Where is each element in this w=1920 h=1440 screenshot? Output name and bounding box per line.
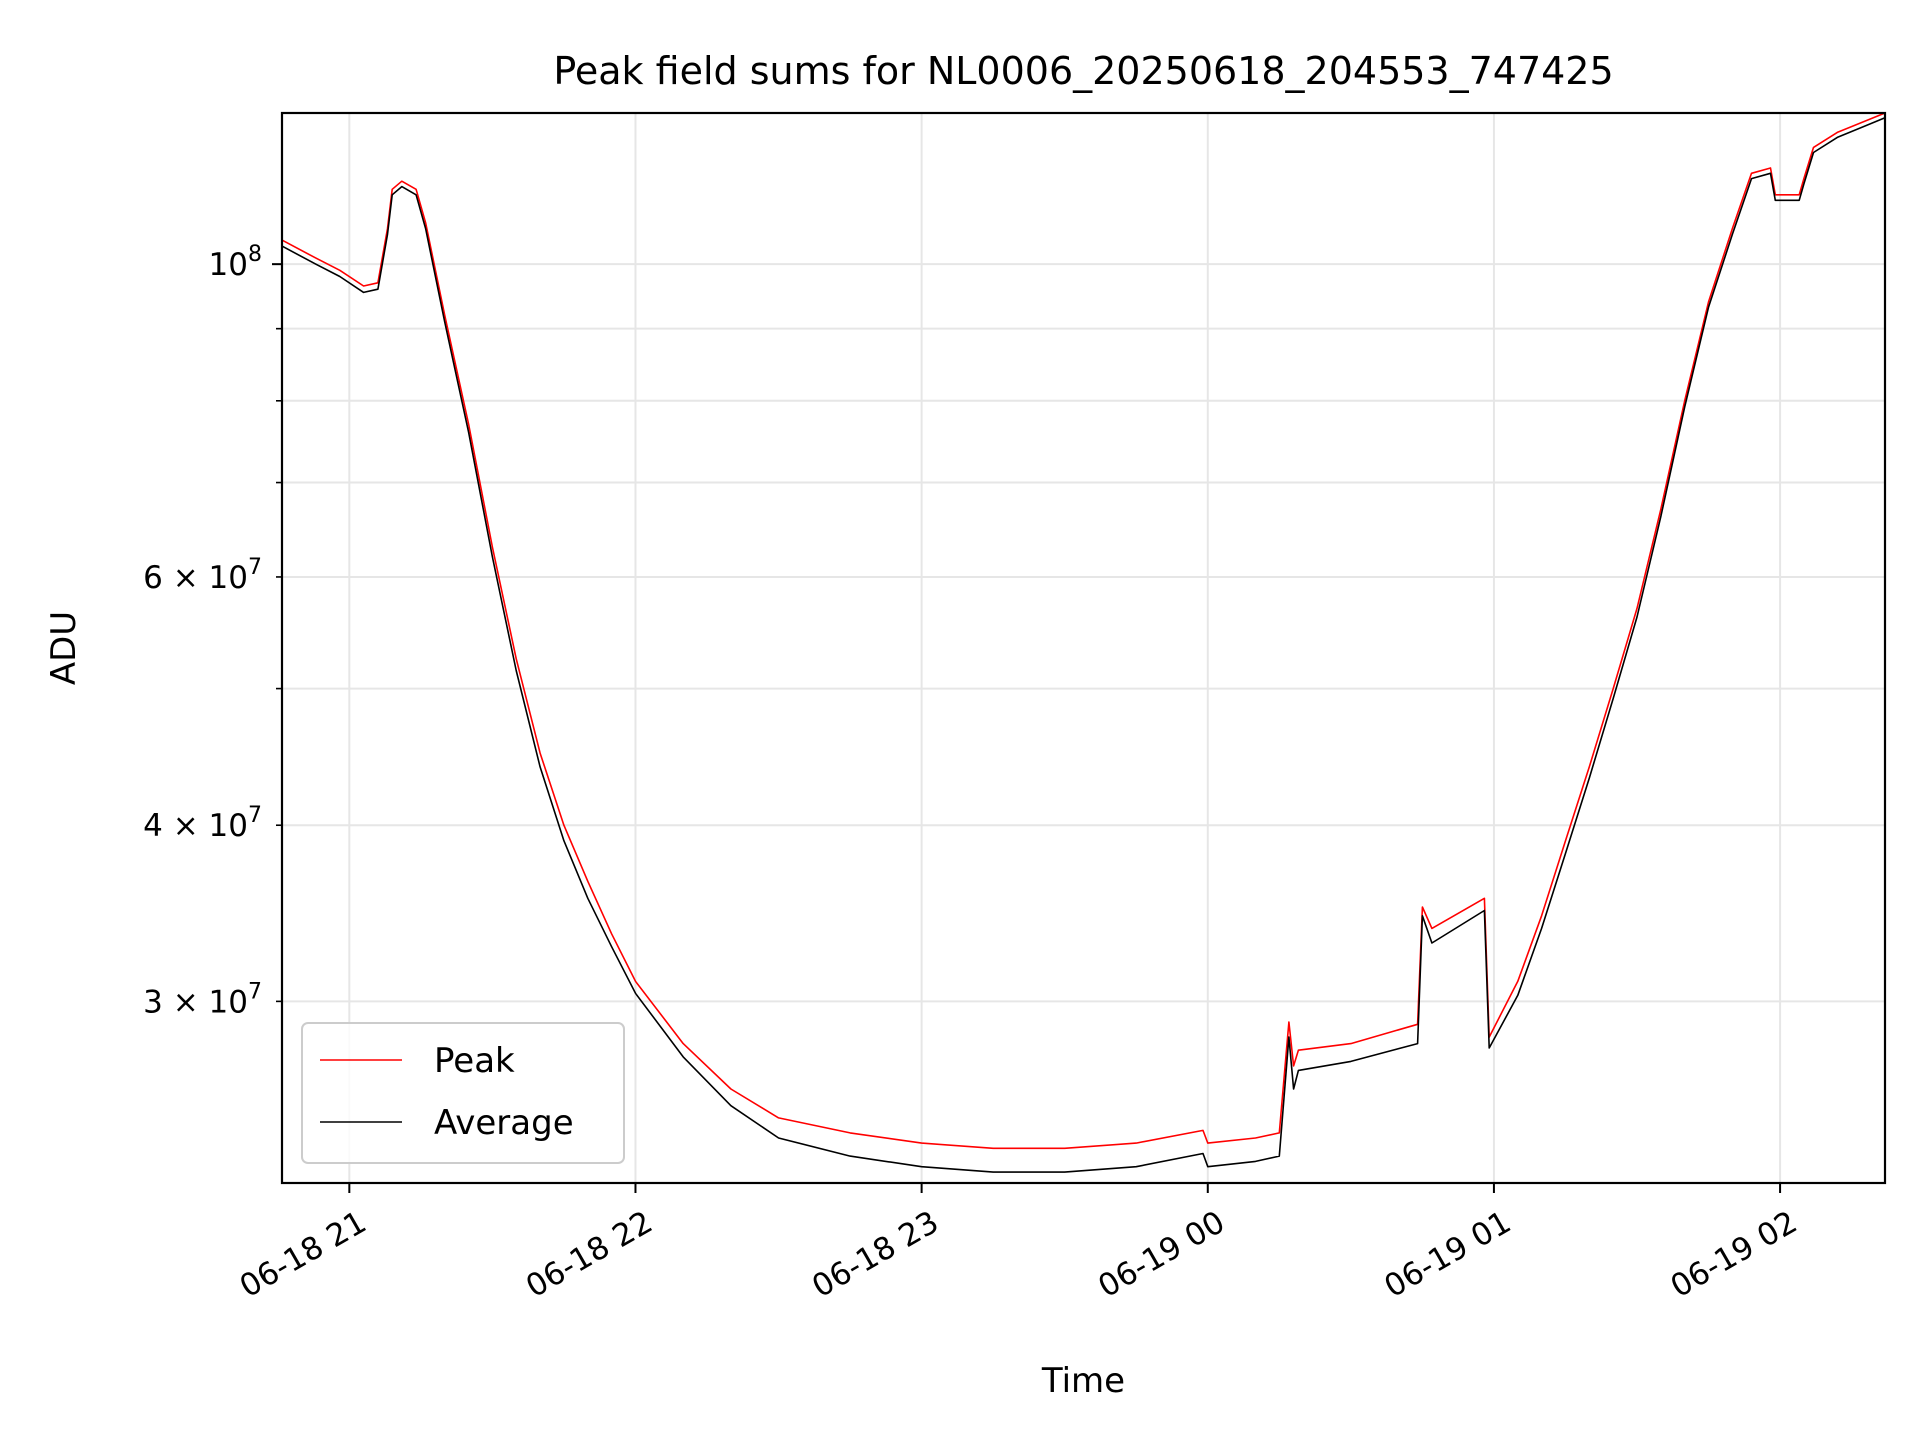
x-axis-label: Time	[1041, 1361, 1125, 1401]
chart-title: Peak field sums for NL0006_20250618_2045…	[553, 49, 1613, 93]
y-axis-label: ADU	[44, 611, 84, 685]
y-tick-label: 4 × 107	[143, 803, 262, 844]
y-tick-label: 6 × 107	[143, 555, 262, 596]
y-tick-label: 3 × 107	[143, 979, 262, 1020]
axes-frame	[280, 111, 1887, 1185]
legend: Peak Average	[301, 1022, 625, 1164]
y-tick-label: 108	[209, 242, 262, 283]
legend-label-peak: Peak	[434, 1041, 515, 1081]
series-line-peak	[281, 112, 1886, 1150]
series-line-average	[281, 117, 1886, 1173]
grid	[282, 113, 1885, 1183]
series-layer	[281, 112, 1886, 1173]
legend-label-average: Average	[434, 1103, 574, 1143]
legend-box	[301, 1022, 625, 1164]
